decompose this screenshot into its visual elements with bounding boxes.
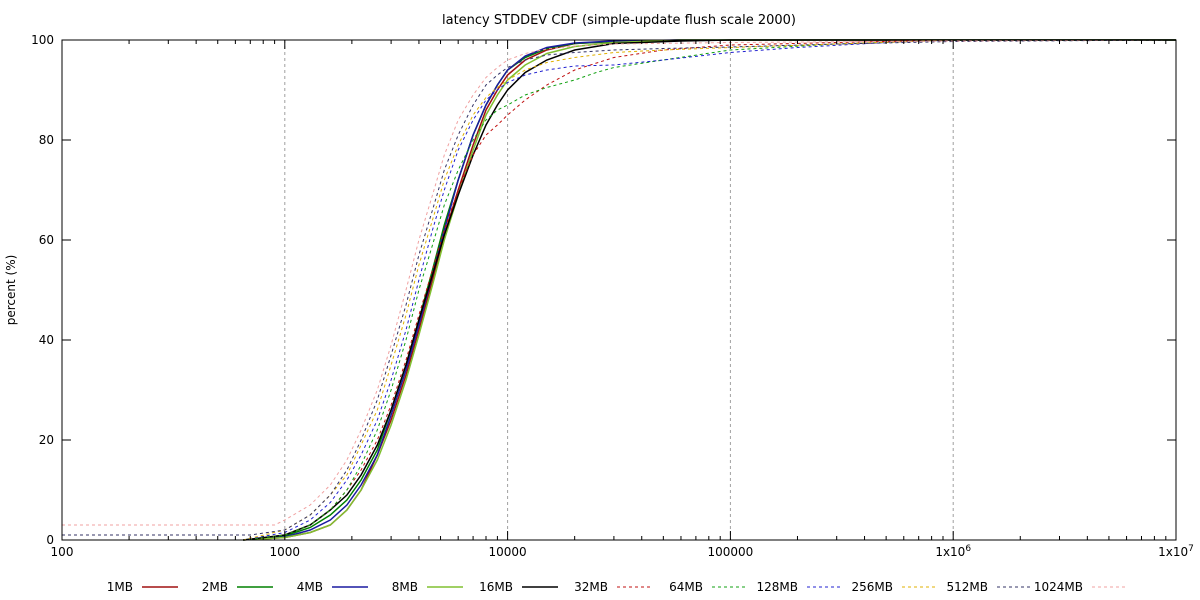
legend-label: 256MB <box>852 580 894 594</box>
series-line-2mb <box>243 39 1176 541</box>
legend-label: 8MB <box>392 580 418 594</box>
series-line-16mb <box>243 39 1176 541</box>
series-line-64mb <box>243 39 1176 541</box>
series-line-32mb <box>243 39 1176 541</box>
x-tick-label: 100000 <box>707 545 753 559</box>
legend-label: 16MB <box>479 580 513 594</box>
axis-ticks <box>61 39 1177 541</box>
legend-label: 512MB <box>947 580 989 594</box>
x-tick-labels: 100 1000 10000 100000 1x106 1x107 <box>51 544 1194 559</box>
y-tick-label: 40 <box>39 333 54 347</box>
legend-label: 64MB <box>669 580 703 594</box>
series-line-1mb <box>243 39 1176 541</box>
x-tick-label: 10000 <box>489 545 527 559</box>
legend-label: 32MB <box>574 580 608 594</box>
vertical-grid <box>284 40 954 540</box>
y-axis-label: percent (%) <box>4 255 18 326</box>
x-tick-label: 1x106 <box>935 544 971 559</box>
legend-label: 4MB <box>297 580 323 594</box>
y-tick-label: 0 <box>46 533 54 547</box>
y-tick-label: 80 <box>39 133 54 147</box>
legend: 1MB 2MB 4MB 8MB 16MB 32MB 64MB 128MB 256MB 512MB 1… <box>107 580 1128 594</box>
y-tick-label: 60 <box>39 233 54 247</box>
y-tick-labels: 0 20 40 60 80 100 <box>31 33 54 547</box>
y-tick-label: 20 <box>39 433 54 447</box>
x-tick-label: 100 <box>51 545 74 559</box>
plot-frame <box>61 39 1177 541</box>
series-lines <box>62 39 1177 541</box>
series-line-8mb <box>243 39 1176 541</box>
chart-title: latency STDDEV CDF (simple-update flush … <box>442 13 796 28</box>
series-line-1024mb <box>62 39 1177 526</box>
y-tick-label: 100 <box>31 33 54 47</box>
series-line-128mb <box>243 39 1176 541</box>
x-tick-label: 1x107 <box>1158 544 1194 559</box>
legend-label: 1024MB <box>1034 580 1083 594</box>
series-line-4mb <box>243 39 1176 541</box>
x-tick-label: 1000 <box>270 545 301 559</box>
series-line-512mb <box>62 39 1177 536</box>
legend-label: 2MB <box>202 580 228 594</box>
legend-label: 128MB <box>757 580 799 594</box>
series-line-256mb <box>242 39 1176 541</box>
legend-label: 1MB <box>107 580 133 594</box>
